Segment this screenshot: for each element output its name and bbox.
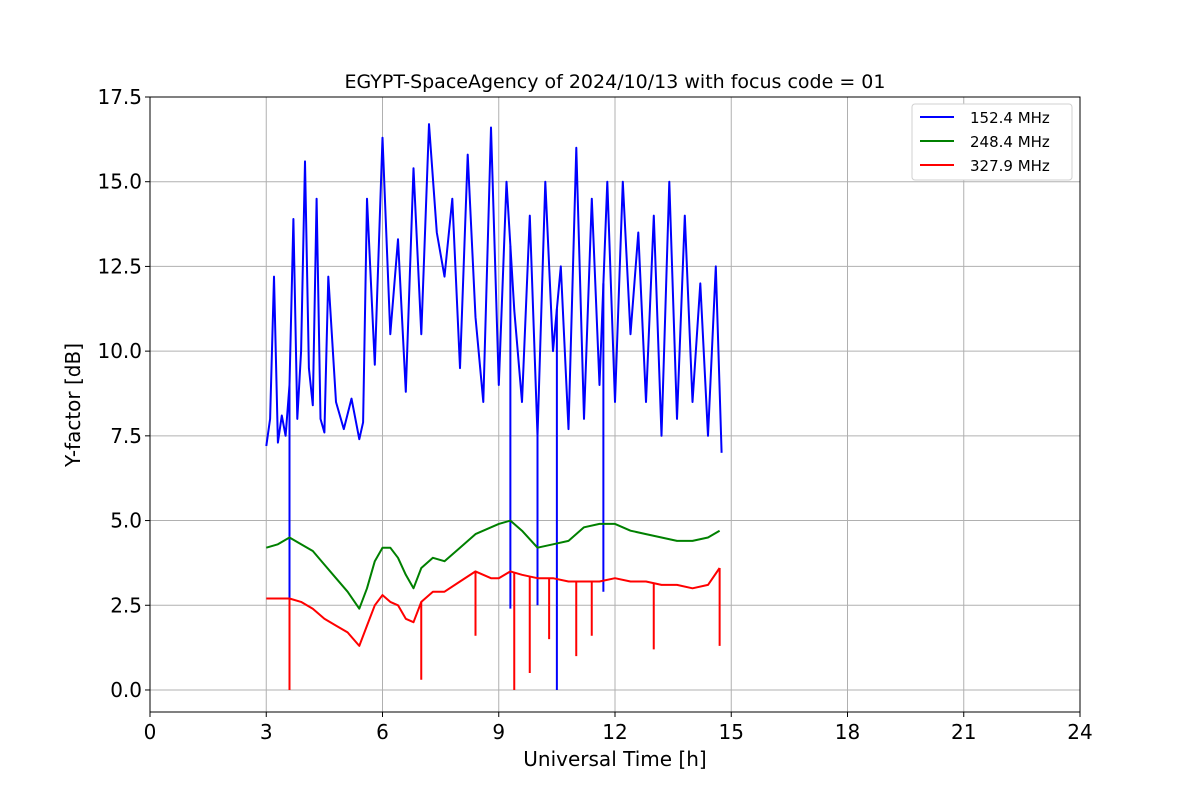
series-line-152-4-mhz — [265, 123, 723, 453]
legend-box — [911, 103, 1073, 181]
x-tick-label: 24 — [1067, 720, 1092, 744]
series-line-327-9-mhz — [266, 567, 721, 647]
x-tick-label: 9 — [492, 720, 505, 744]
y-tick-label: 10.0 — [97, 339, 142, 363]
legend-label-152: 152.4 MHz — [970, 109, 1050, 127]
series-327-9-mhz — [266, 567, 721, 690]
y-tick-label: 5.0 — [110, 509, 142, 533]
y-tick-label: 17.5 — [97, 85, 142, 109]
x-tick-label: 21 — [951, 720, 976, 744]
series-152-4-mhz — [265, 123, 723, 690]
y-tick-label: 2.5 — [110, 593, 142, 617]
x-axis-label: Universal Time [h] — [523, 747, 706, 771]
legend-label-327: 327.9 MHz — [970, 157, 1050, 175]
legend: 152.4 MHz 248.4 MHz 327.9 MHz — [911, 103, 1073, 181]
chart-title: EGYPT-SpaceAgency of 2024/10/13 with foc… — [345, 71, 886, 93]
y-tick-label: 12.5 — [97, 254, 142, 278]
series-layer — [265, 123, 723, 690]
y-tick-label: 0.0 — [110, 678, 142, 702]
x-tick-label: 6 — [376, 720, 389, 744]
y-tick-label: 15.0 — [97, 170, 142, 194]
series-248-4-mhz — [266, 519, 721, 610]
x-axis-ticks: 0 3 6 9 12 15 18 21 24 — [144, 712, 1093, 744]
series-line-248-4-mhz — [266, 519, 721, 610]
x-tick-label: 0 — [144, 720, 157, 744]
x-tick-label: 3 — [260, 720, 273, 744]
legend-label-248: 248.4 MHz — [970, 133, 1050, 151]
y-axis-ticks: 0.0 2.5 5.0 7.5 10.0 12.5 15.0 17.5 — [97, 85, 150, 702]
y-axis-label: Y-factor [dB] — [61, 343, 85, 468]
y-tick-label: 7.5 — [110, 424, 142, 448]
x-tick-label: 15 — [719, 720, 744, 744]
x-tick-label: 12 — [602, 720, 627, 744]
x-tick-label: 18 — [835, 720, 860, 744]
